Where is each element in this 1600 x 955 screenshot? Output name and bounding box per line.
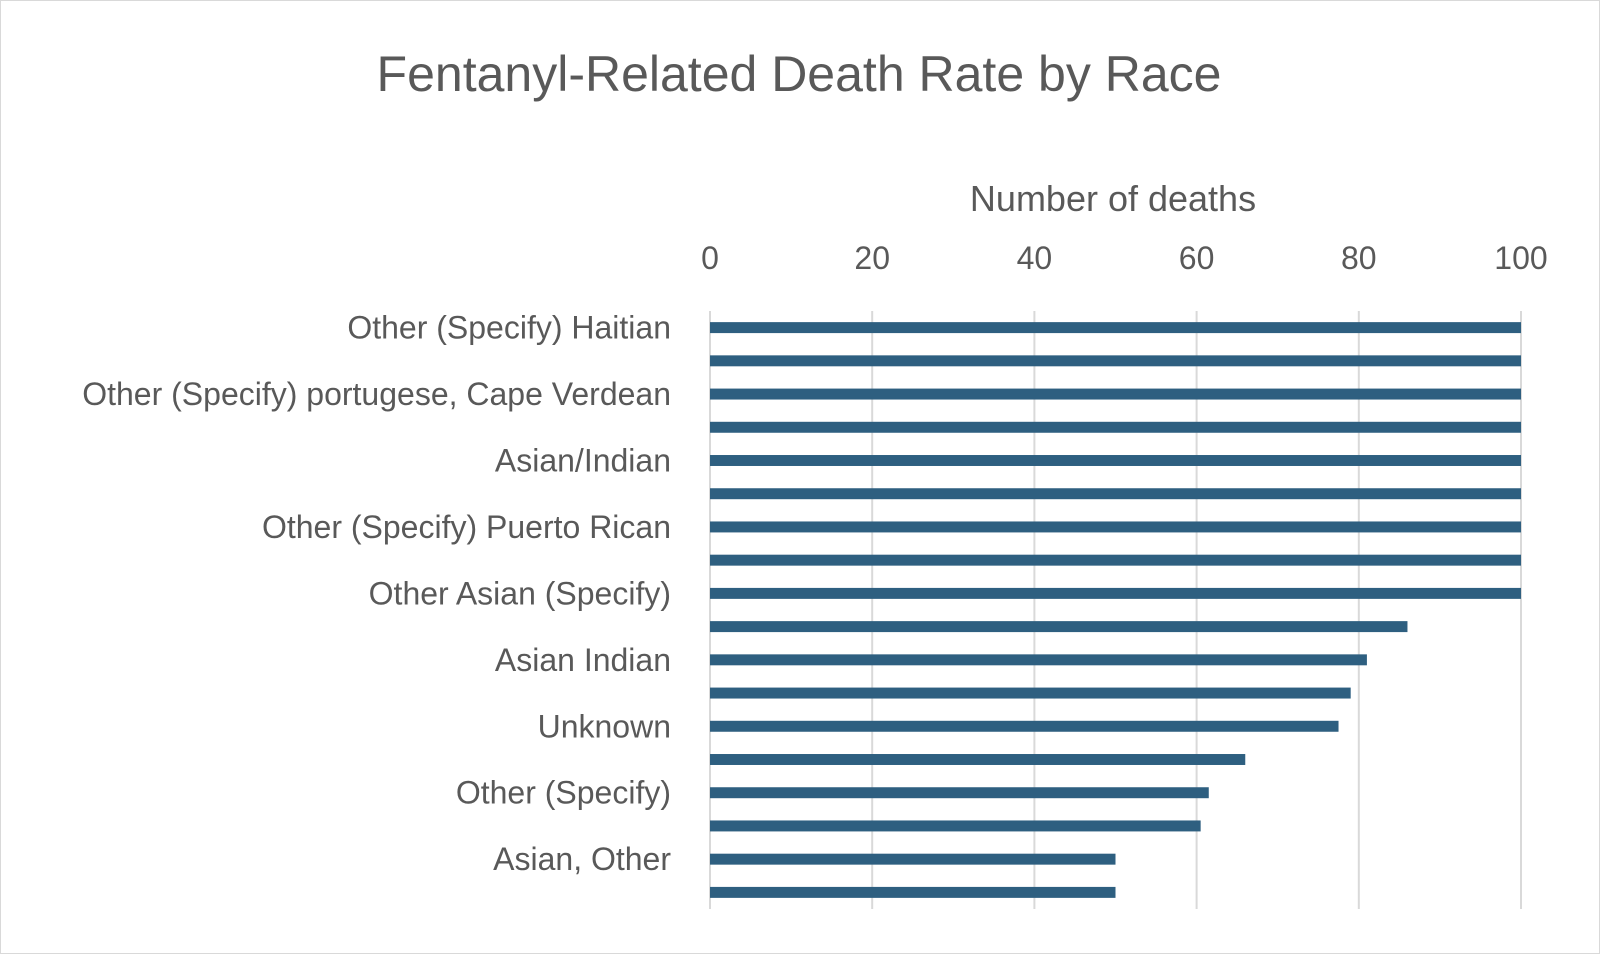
bar	[710, 388, 1521, 400]
category-label: Unknown	[538, 708, 671, 744]
bar	[710, 787, 1209, 799]
bar	[710, 886, 1116, 898]
gridlines	[709, 311, 1522, 909]
x-axis-ticks: 0 20 40 60 80 100	[701, 240, 1548, 276]
x-tick-label: 0	[701, 240, 719, 276]
x-tick-label: 60	[1179, 240, 1215, 276]
category-label: Other Asian (Specify)	[369, 575, 671, 611]
category-label: Other (Specify)	[456, 775, 671, 811]
category-label: Asian, Other	[493, 841, 671, 877]
x-tick-label: 100	[1494, 240, 1547, 276]
bar	[710, 587, 1521, 599]
bar	[710, 820, 1201, 832]
x-tick-label: 40	[1017, 240, 1053, 276]
bar	[710, 488, 1521, 500]
bar	[710, 421, 1521, 433]
bar	[710, 853, 1116, 865]
bar	[710, 554, 1521, 566]
x-tick-label: 20	[854, 240, 890, 276]
bar	[710, 720, 1339, 732]
bar	[710, 687, 1351, 699]
bar	[710, 521, 1521, 533]
bar	[710, 322, 1521, 334]
category-label: Asian/Indian	[495, 443, 671, 479]
bar	[710, 621, 1408, 633]
category-label: Asian Indian	[495, 642, 671, 678]
bars	[710, 322, 1521, 898]
x-tick-label: 80	[1341, 240, 1377, 276]
chart-title: Fentanyl-Related Death Rate by Race	[377, 46, 1222, 102]
category-label: Other (Specify) Haitian	[347, 310, 671, 346]
x-axis-title: Number of deaths	[970, 178, 1256, 219]
category-label: Other (Specify) portugese, Cape Verdean	[82, 376, 671, 412]
category-label: Other (Specify) Puerto Rican	[262, 509, 671, 545]
bar	[710, 754, 1246, 765]
bar	[710, 455, 1521, 466]
category-labels: Other (Specify) Haitian Other (Specify) p…	[82, 310, 671, 878]
bar	[710, 355, 1521, 367]
bar	[710, 654, 1367, 666]
